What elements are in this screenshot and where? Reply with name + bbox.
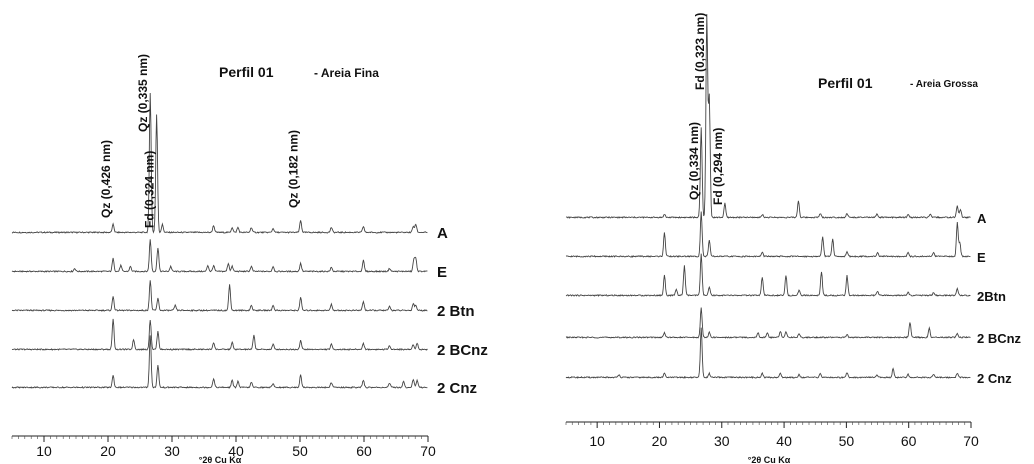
- x-tick-label: 70: [420, 443, 436, 459]
- x-tick-label: 20: [100, 443, 116, 459]
- series-label: 2 BCnz: [977, 331, 1022, 346]
- x-tick-label: 40: [776, 433, 792, 449]
- series-label: 2 Cnz: [437, 380, 477, 397]
- series-label: 2 BCnz: [437, 342, 488, 359]
- x-tick-label: 60: [356, 443, 372, 459]
- chart-left-x-ticks: 10 20 30 40 50 60 70: [11, 436, 436, 459]
- chart-right-series-group: [565, 13, 971, 380]
- xrd-trace-e: [565, 211, 971, 258]
- chart-right-annotations: Qz (0,334 nm) Fd (0,323 nm) Fd (0,294 nm): [687, 13, 725, 205]
- x-tick-label: 30: [164, 443, 180, 459]
- peak-annotation: Qz (0,335 nm): [136, 54, 150, 132]
- series-label: E: [977, 250, 986, 265]
- x-tick-label: 40: [228, 443, 244, 459]
- chart-right: Perfil 01 - Areia Grossa Qz (0,334 nm) Fd…: [565, 13, 1022, 464]
- chart-left-series-labels: A E 2 Btn 2 BCnz 2 Cnz: [437, 225, 488, 397]
- xrd-trace-2-bcnz: [565, 307, 971, 339]
- series-label: 2Btn: [977, 289, 1006, 304]
- peak-annotation: Qz (0,182 nm): [287, 130, 301, 208]
- xrd-trace-e: [11, 239, 428, 273]
- x-tick-label: 50: [292, 443, 308, 459]
- x-tick-label: 70: [963, 433, 979, 449]
- x-tick-label: 10: [589, 433, 605, 449]
- x-tick-label: 20: [652, 433, 668, 449]
- x-tick-label: 60: [901, 433, 917, 449]
- xrd-trace-2btn: [565, 253, 971, 297]
- series-label: E: [437, 264, 447, 281]
- chart-left: Perfil 01 - Areia Fina Qz (0,426 nm)Qz (…: [11, 54, 488, 464]
- chart-right-x-ticks: 10 20 30 40 50 60 70: [565, 422, 979, 449]
- chart-right-title: Perfil 01: [818, 75, 873, 91]
- chart-left-subtitle: - Areia Fina: [314, 66, 379, 80]
- peak-annotation: Fd (0,324 nm): [143, 151, 157, 228]
- series-label: A: [437, 225, 448, 242]
- xrd-trace-a: [11, 92, 428, 234]
- xrd-trace-2-cnz: [11, 335, 428, 389]
- chart-left-annotations: Qz (0,426 nm) Qz (0,335 nm) Fd (0,324 nm) Q…: [99, 54, 301, 228]
- chart-right-xlabel: °2θ Cu Kα: [748, 455, 791, 464]
- x-tick-label: 30: [714, 433, 730, 449]
- chart-left-title: Perfil 01: [219, 64, 274, 80]
- peak-annotation: Fd (0,294 nm): [711, 128, 725, 205]
- xrd-trace-a: [565, 13, 971, 219]
- peak-annotation: Qz (0,334 nm): [687, 122, 701, 200]
- series-label: 2 Cnz: [977, 371, 1012, 386]
- chart-left-series-group: [11, 92, 428, 389]
- xrd-trace-2-bcnz: [11, 318, 428, 351]
- chart-left-xlabel: °2θ Cu Kα: [199, 455, 242, 464]
- xrd-trace-2-cnz: [565, 327, 971, 380]
- chart-right-series-labels: A E 2Btn 2 BCnz 2 Cnz: [977, 211, 1022, 386]
- peak-annotation: Qz (0,426 nm): [99, 140, 113, 218]
- xrd-trace-2-btn: [11, 280, 428, 312]
- x-tick-label: 10: [36, 443, 52, 459]
- series-label: A: [977, 211, 987, 226]
- x-tick-label: 50: [839, 433, 855, 449]
- series-label: 2 Btn: [437, 303, 475, 320]
- peak-annotation: Fd (0,323 nm): [693, 13, 707, 90]
- chart-right-subtitle: - Areia Grossa: [910, 79, 978, 90]
